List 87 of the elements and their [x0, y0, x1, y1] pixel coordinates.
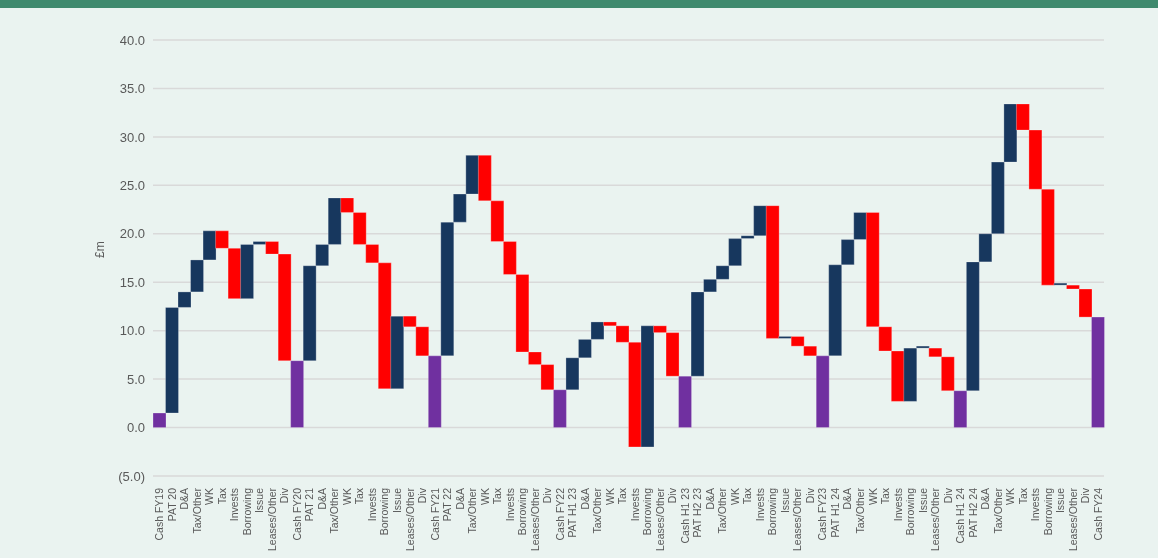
x-tick-label: Div	[1079, 487, 1092, 504]
x-tick-label: Div	[666, 487, 679, 504]
x-tick-label: Div	[278, 487, 291, 504]
x-tick-label: Tax/Other	[328, 487, 341, 534]
x-tick-label: Div	[416, 487, 429, 504]
x-tick-label: D&A	[578, 488, 591, 510]
x-tick-label: PAT 20	[165, 487, 178, 522]
y-tick-label: (5.0)	[118, 468, 145, 484]
x-tick-label: Borrowing	[378, 487, 391, 536]
x-tick-label: Cash H1 24	[954, 487, 967, 544]
x-tick-label: Invests	[503, 488, 516, 522]
x-tick-label: Tax/Other	[853, 487, 866, 534]
x-tick-label: Tax	[491, 487, 504, 505]
x-tick-label: Leases/Other	[791, 487, 804, 552]
x-tick-label: Tax/Other	[466, 487, 479, 534]
x-tick-label: PAT H2 24	[966, 487, 979, 538]
x-tick-label: WK	[866, 488, 879, 505]
y-axis-title: £m	[93, 241, 108, 258]
y-tick-label: 30.0	[119, 129, 145, 145]
x-tick-label: Div	[541, 487, 554, 504]
x-tick-label: Cash H1 23	[678, 487, 691, 544]
x-tick-label: PAT 21	[303, 487, 316, 522]
x-tick-label: PAT H1 23	[566, 487, 579, 538]
x-tick-label: Invests	[1029, 488, 1042, 522]
x-tick-label: Borrowing	[240, 487, 253, 536]
x-tick-label: Borrowing	[516, 487, 529, 536]
y-tick-label: 0.0	[126, 420, 145, 436]
x-tick-label: Tax/Other	[991, 487, 1004, 534]
x-tick-label: Cash FY22	[553, 487, 566, 541]
x-tick-label: WK	[603, 488, 616, 505]
x-tick-label: Tax/Other	[716, 487, 729, 534]
x-tick-label: D&A	[703, 488, 716, 510]
x-tick-label: Tax	[879, 487, 892, 505]
x-tick-label: Cash FY19	[153, 487, 166, 541]
x-tick-label: Borrowing	[641, 487, 654, 536]
x-tick-label: Invests	[365, 488, 378, 522]
x-tick-label: Cash FY21	[428, 487, 441, 541]
x-tick-label: Leases/Other	[929, 487, 942, 552]
x-tick-label: WK	[340, 488, 353, 505]
x-tick-label: Leases/Other	[265, 487, 278, 552]
x-tick-label: Issue	[778, 487, 791, 514]
y-tick-label: 10.0	[119, 323, 145, 339]
x-tick-label: Issue	[391, 487, 404, 514]
x-tick-label: Issue	[253, 487, 266, 514]
x-tick-label: Issue	[1054, 487, 1067, 514]
x-tick-label: Tax/Other	[190, 487, 203, 534]
y-tick-label: 25.0	[119, 177, 145, 193]
x-tick-label: Invests	[628, 488, 641, 522]
x-tick-label: Tax	[741, 487, 754, 505]
x-tick-label: D&A	[841, 488, 854, 510]
x-tick-label: Borrowing	[1041, 487, 1054, 536]
x-tick-label: Div	[803, 487, 816, 504]
x-tick-label: Leases/Other	[653, 487, 666, 552]
x-tick-label: PAT H1 24	[828, 487, 841, 538]
x-tick-label: Tax	[616, 487, 629, 505]
x-tick-label: WK	[478, 488, 491, 505]
x-tick-label: Cash FY24	[1091, 487, 1104, 541]
y-tick-label: 20.0	[119, 226, 145, 242]
x-tick-label: D&A	[453, 488, 466, 510]
y-tick-label: 15.0	[119, 274, 145, 290]
x-tick-label: D&A	[979, 488, 992, 510]
x-tick-label: Leases/Other	[1066, 487, 1079, 552]
x-tick-label: Borrowing	[904, 487, 917, 536]
x-tick-label: Invests	[753, 488, 766, 522]
x-tick-label: Invests	[228, 488, 241, 522]
x-tick-label: WK	[1004, 488, 1017, 505]
x-tick-label: Div	[941, 487, 954, 504]
x-tick-label: D&A	[178, 488, 191, 510]
x-tick-label: WK	[728, 488, 741, 505]
x-tick-label: Tax/Other	[591, 487, 604, 534]
x-tick-label: D&A	[315, 488, 328, 510]
x-tick-label: Issue	[916, 487, 929, 514]
x-tick-label: PAT 22	[441, 487, 454, 522]
x-tick-label: Tax	[1016, 487, 1029, 505]
x-tick-label: Cash FY20	[290, 487, 303, 541]
x-tick-label: Cash FY23	[816, 487, 829, 541]
y-tick-label: 5.0	[126, 371, 145, 387]
x-tick-label: Tax	[353, 487, 366, 505]
x-tick-label: Leases/Other	[528, 487, 541, 552]
x-tick-label: Tax	[215, 487, 228, 505]
y-tick-label: 35.0	[119, 81, 145, 97]
x-tick-label: PAT H2 23	[691, 487, 704, 538]
x-tick-label: WK	[203, 488, 216, 505]
x-tick-label: Invests	[891, 488, 904, 522]
x-tick-label: Leases/Other	[403, 487, 416, 552]
x-tick-label: Borrowing	[766, 487, 779, 536]
y-tick-label: 40.0	[119, 32, 145, 48]
